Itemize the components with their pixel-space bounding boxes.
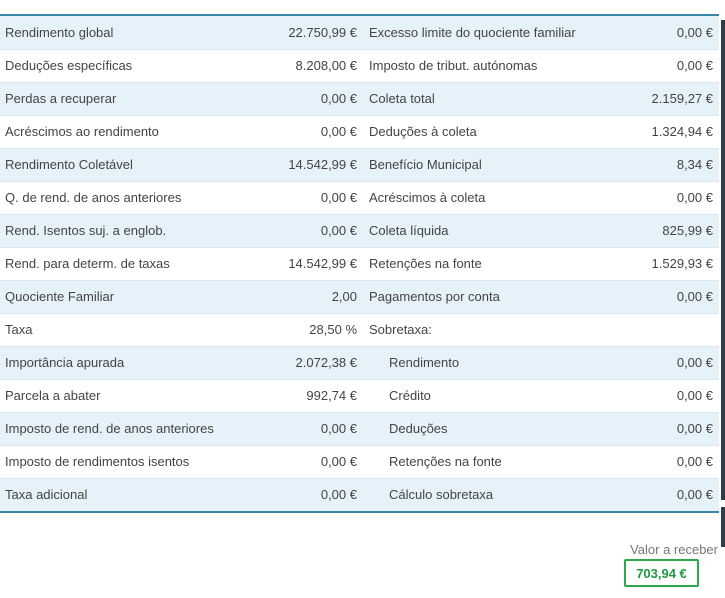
left-value: 14.542,99 €: [275, 148, 362, 182]
table-row: Parcela a abater 992,74 € Crédito 0,00 €: [0, 379, 719, 413]
left-value: 0,00 €: [320, 487, 357, 503]
right-value: 0,00 €: [627, 49, 719, 83]
left-value: 28,50 %: [275, 313, 362, 347]
right-label: Cálculo sobretaxa: [389, 487, 494, 503]
left-value: 0,00 €: [275, 115, 362, 149]
table-row: Acréscimos ao rendimento 0,00 € Deduções…: [0, 115, 719, 149]
left-label: Taxa: [0, 313, 275, 347]
right-value: 0,00 €: [627, 379, 719, 413]
table-row: Quociente Familiar 2,00 Pagamentos por c…: [0, 280, 719, 314]
left-label: Taxa adicional: [5, 487, 88, 503]
right-value: 0,00 €: [627, 16, 719, 50]
left-label: Imposto de rend. de anos anteriores: [0, 412, 275, 446]
right-label: Excesso limite do quociente familiar: [362, 16, 627, 50]
left-label: Rendimento global: [0, 16, 275, 50]
left-label: Rend. para determ. de taxas: [0, 247, 275, 281]
table-row: Importância apurada 2.072,38 € Rendiment…: [0, 346, 719, 380]
right-value: 1.324,94 €: [627, 115, 719, 149]
left-value: 2.072,38 €: [275, 346, 362, 380]
right-label: Retenções na fonte: [362, 445, 627, 479]
right-value: 825,99 €: [627, 214, 719, 248]
left-value: 14.542,99 €: [275, 247, 362, 281]
tax-summary-rows: Rendimento global 22.750,99 € Excesso li…: [0, 16, 719, 511]
table-row: Q. de rend. de anos anteriores 0,00 € Ac…: [0, 181, 719, 215]
left-label: Imposto de rendimentos isentos: [0, 445, 275, 479]
right-value: 0,00 €: [627, 181, 719, 215]
right-label: Crédito: [362, 379, 627, 413]
total-label: Valor a receber: [630, 542, 718, 557]
right-value: 8,34 €: [627, 148, 719, 182]
left-value: 0,00 €: [275, 181, 362, 215]
left-label: Quociente Familiar: [0, 280, 275, 314]
right-value: [627, 313, 719, 347]
left-value: 2,00: [275, 280, 362, 314]
left-label: Q. de rend. de anos anteriores: [0, 181, 275, 215]
right-label: Deduções: [362, 412, 627, 446]
right-label: Imposto de tribut. autónomas: [362, 49, 627, 83]
right-value: 1.529,93 €: [627, 247, 719, 281]
table-row: Rend. Isentos suj. a englob. 0,00 € Cole…: [0, 214, 719, 248]
left-label: Importância apurada: [0, 346, 275, 380]
table-row: Deduções específicas 8.208,00 € Imposto …: [0, 49, 719, 83]
window-edge: [721, 20, 725, 500]
table-row: Imposto de rendimentos isentos 0,00 € Re…: [0, 445, 719, 479]
left-label: Perdas a recuperar: [0, 82, 275, 116]
right-label: Benefício Municipal: [362, 148, 627, 182]
right-value: 0,00 €: [627, 412, 719, 446]
right-label: Rendimento: [362, 346, 627, 380]
total-value-badge: 703,94 €: [624, 559, 699, 587]
right-label: Sobretaxa:: [362, 313, 627, 347]
table-row: Rend. para determ. de taxas 14.542,99 € …: [0, 247, 719, 281]
table-row: Perdas a recuperar 0,00 € Coleta total 2…: [0, 82, 719, 116]
right-label: Coleta total: [362, 82, 627, 116]
left-value: 0,00 €: [275, 412, 362, 446]
left-label: Parcela a abater: [0, 379, 275, 413]
table-row: Taxa adicional 0,00 € Cálculo sobretaxa …: [0, 478, 719, 511]
right-label: Deduções à coleta: [362, 115, 627, 149]
left-label: Rendimento Coletável: [0, 148, 275, 182]
left-value: 992,74 €: [275, 379, 362, 413]
table-row: Imposto de rend. de anos anteriores 0,00…: [0, 412, 719, 446]
right-label: Retenções na fonte: [362, 247, 627, 281]
table-row: Rendimento Coletável 14.542,99 € Benefíc…: [0, 148, 719, 182]
left-label: Rend. Isentos suj. a englob.: [0, 214, 275, 248]
right-value: 0,00 €: [627, 445, 719, 479]
window-edge: [721, 507, 725, 547]
right-value: 2.159,27 €: [627, 82, 719, 116]
table-row: Rendimento global 22.750,99 € Excesso li…: [0, 16, 719, 50]
left-label: Deduções específicas: [0, 49, 275, 83]
left-value: 8.208,00 €: [275, 49, 362, 83]
table-row: Taxa 28,50 % Sobretaxa:: [0, 313, 719, 347]
tax-summary-table: Rendimento global 22.750,99 € Excesso li…: [0, 14, 719, 513]
right-value: 0,00 €: [627, 346, 719, 380]
right-label: Acréscimos à coleta: [362, 181, 627, 215]
left-value: 0,00 €: [275, 214, 362, 248]
left-label: Acréscimos ao rendimento: [0, 115, 275, 149]
left-value: 0,00 €: [275, 82, 362, 116]
left-value: 0,00 €: [275, 445, 362, 479]
right-label: Coleta líquida: [362, 214, 627, 248]
right-value: 0,00 €: [627, 280, 719, 314]
right-label: Pagamentos por conta: [362, 280, 627, 314]
right-value: 0,00 €: [676, 487, 713, 503]
left-value: 22.750,99 €: [275, 16, 362, 50]
